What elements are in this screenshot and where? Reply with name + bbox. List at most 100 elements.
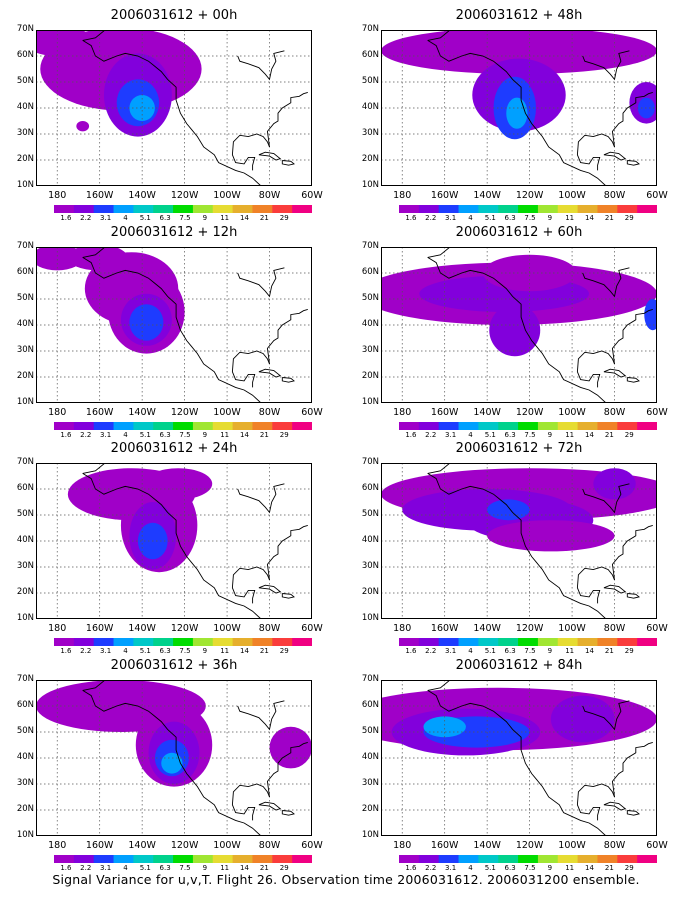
map-frame: [381, 680, 657, 836]
coastline: [231, 566, 270, 604]
lon-tick-label: 60W: [646, 407, 668, 418]
colorbar-level-label: 14: [240, 431, 249, 439]
panel-title: 2006031612 + 00h: [110, 8, 238, 23]
lat-tick-label: 20N: [361, 371, 379, 381]
colorbar-level-label: 2.2: [80, 214, 92, 222]
lon-tick-label: 100W: [213, 623, 241, 634]
colorbar-swatch: [153, 205, 174, 213]
colorbar-level-label: 4: [123, 647, 128, 655]
lon-tick-label: 160W: [430, 190, 459, 201]
variance-contour: [76, 121, 90, 132]
colorbar-swatch: [597, 638, 618, 646]
colorbar-swatch: [637, 205, 657, 213]
lon-tick-label: 100W: [213, 407, 241, 418]
coastline: [582, 483, 630, 514]
colorbar-swatch: [292, 855, 312, 863]
colorbar: [54, 422, 312, 430]
colorbar-swatch: [478, 855, 499, 863]
panel-title: 2006031612 + 12h: [110, 225, 238, 240]
lon-tick-label: 100W: [213, 190, 241, 201]
colorbar-level-label: 7.5: [524, 431, 536, 439]
lat-tick-label: 70N: [361, 24, 379, 34]
colorbar-level-label: 29: [279, 431, 289, 439]
colorbar-level-label: 2.2: [80, 431, 92, 439]
colorbar-level-label: 6.3: [504, 864, 516, 872]
colorbar-level-label: 11: [565, 864, 575, 872]
colorbar-level-label: 3.1: [100, 864, 112, 872]
colorbar-level-label: 7.5: [179, 214, 191, 222]
variance-contour: [506, 97, 528, 129]
colorbar-level-label: 6.3: [504, 214, 516, 222]
colorbar-swatch: [399, 855, 420, 863]
lat-tick-label: 40N: [16, 535, 34, 545]
lat-tick-label: 10N: [16, 830, 34, 840]
colorbar-swatch: [478, 638, 499, 646]
map-plot: [36, 463, 312, 619]
coastline: [626, 377, 640, 383]
coastline: [582, 267, 630, 298]
coastline: [237, 483, 285, 514]
colorbar-swatch: [192, 638, 214, 646]
lat-tick-label: 60N: [16, 483, 34, 493]
lon-tick-label: 140W: [473, 407, 501, 418]
variance-contour: [550, 695, 615, 743]
colorbar-level-label: 2.2: [80, 864, 92, 872]
colorbar-swatch: [577, 855, 598, 863]
variance-contour: [487, 499, 530, 521]
colorbar-level-label: 5.1: [139, 214, 151, 222]
lon-tick-label: 180: [393, 840, 412, 851]
colorbar-level-label: 14: [240, 864, 249, 872]
colorbar-swatch: [418, 422, 440, 430]
lat-tick-label: 20N: [16, 804, 34, 814]
coastline: [82, 690, 262, 836]
colorbar-level-label: 7.5: [524, 864, 536, 872]
colorbar-swatch: [272, 205, 293, 213]
coastline: [576, 783, 615, 821]
lat-tick-label: 40N: [361, 535, 379, 545]
colorbar-level-label: 5.1: [484, 864, 496, 872]
colorbar-swatch: [518, 638, 539, 646]
lon-tick-label: 60W: [301, 623, 323, 634]
lat-tick-label: 10N: [361, 613, 379, 623]
lat-tick-label: 70N: [361, 674, 379, 684]
map-frame: [381, 30, 657, 186]
colorbar-swatch: [637, 638, 657, 646]
lon-tick-label: 140W: [128, 623, 156, 634]
lat-tick-label: 30N: [16, 561, 34, 571]
colorbar-swatch: [458, 422, 479, 430]
colorbar-level-label: 9: [547, 647, 553, 655]
lon-tick-label: 60W: [301, 190, 323, 201]
colorbar-swatch: [73, 638, 95, 646]
colorbar-swatch: [133, 855, 154, 863]
coastline: [281, 160, 295, 166]
lat-tick-label: 60N: [16, 267, 34, 277]
colorbar-swatch: [537, 422, 559, 430]
colorbar-level-label: 14: [585, 214, 594, 222]
panel-title: 2006031612 + 84h: [455, 658, 583, 673]
colorbar: [399, 205, 657, 213]
panel-title: 2006031612 + 48h: [455, 8, 583, 23]
map-plot: [381, 463, 657, 619]
colorbar-swatch: [232, 422, 253, 430]
lon-tick-label: 160W: [85, 623, 114, 634]
colorbar-level-label: 6.3: [504, 431, 516, 439]
colorbar-swatch: [498, 205, 519, 213]
colorbar-level-label: 1.6: [60, 431, 72, 439]
lon-tick-label: 180: [48, 407, 67, 418]
lat-tick-label: 40N: [361, 752, 379, 762]
colorbar-level-label: 5.1: [139, 864, 151, 872]
colorbar: [399, 855, 657, 863]
colorbar-level-label: 7.5: [179, 431, 191, 439]
colorbar-swatch: [577, 422, 598, 430]
lat-tick-label: 20N: [361, 804, 379, 814]
lon-tick-label: 120W: [515, 407, 544, 418]
map-frame: [381, 247, 657, 403]
colorbar-level-label: 11: [565, 647, 575, 655]
colorbar-level-label: 2.2: [425, 431, 437, 439]
variance-contour: [129, 95, 155, 121]
colorbar-level-label: 6.3: [159, 214, 171, 222]
colorbar-level-label: 4: [123, 214, 128, 222]
colorbar-level-label: 3.1: [445, 214, 457, 222]
colorbar-swatch: [173, 855, 194, 863]
lon-tick-label: 140W: [128, 190, 156, 201]
